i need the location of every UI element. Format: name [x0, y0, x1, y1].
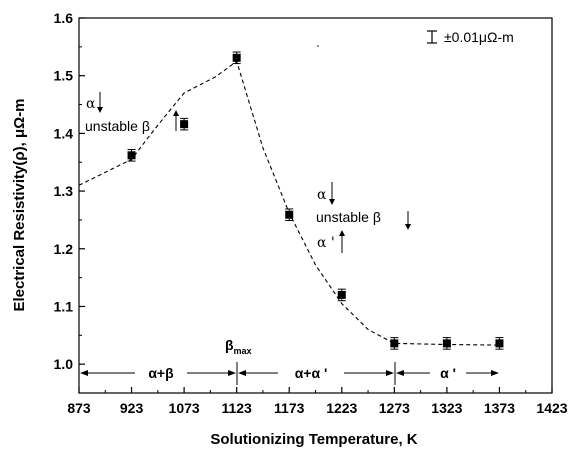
legend: ±0.01μΩ-m [427, 29, 514, 45]
fit-curve [78, 60, 500, 346]
y-tick-label: 1.6 [54, 10, 74, 26]
x-axis-ticks: 873 923 1073 1123 1173 1223 1273 1323 1373 1423 [67, 387, 568, 416]
annotation-alpha: α [86, 96, 96, 112]
y-tick-label: 1.0 [54, 356, 74, 372]
plot-frame [78, 17, 553, 394]
annotation-right: α unstable β α ' [316, 182, 411, 253]
x-tick-label: 923 [120, 400, 144, 416]
data-point [337, 290, 346, 299]
data-point [232, 53, 241, 62]
annotation-alpha-prime: α ' [317, 235, 335, 251]
data-points [127, 51, 504, 350]
annotation-left: α unstable β [85, 92, 179, 134]
x-tick-label: 1373 [484, 400, 515, 416]
y-tick-label: 1.1 [54, 298, 74, 314]
x-tick-label: 1123 [221, 400, 252, 416]
x-tick-label: 873 [67, 400, 91, 416]
y-tick-label: 1.3 [54, 183, 74, 199]
data-point [390, 339, 399, 348]
data-point [442, 339, 451, 348]
region-alpha-alphaprime: α+α ' [295, 365, 328, 381]
data-point [180, 120, 189, 129]
y-axis-ticks: 1.0 1.1 1.2 1.3 1.4 1.5 1.6 [54, 10, 85, 372]
x-tick-label: 1173 [274, 400, 305, 416]
x-tick-label: 1073 [169, 400, 200, 416]
legend-label: ±0.01μΩ-m [444, 29, 514, 45]
y-tick-label: 1.5 [54, 68, 74, 84]
y-axis-title: Electrical Resistivity(ρ), μΩ-m [11, 98, 28, 311]
annotation-alpha-2: α [317, 187, 327, 203]
x-tick-label: 1223 [326, 400, 357, 416]
y-tick-label: 1.2 [54, 241, 74, 257]
data-point [495, 339, 504, 348]
x-tick-label: 1323 [431, 400, 462, 416]
beta-max-label: βmax [225, 337, 252, 356]
x-axis-title: Solutionizing Temperature, K [210, 431, 417, 448]
region-alpha-beta: α+β [148, 365, 174, 381]
data-point [285, 210, 294, 219]
x-tick-label: 1423 [536, 400, 567, 416]
annotation-unstable-beta-2: unstable β [316, 209, 381, 225]
x-tick-label: 1273 [379, 400, 410, 416]
region-alphaprime: α ' [440, 365, 456, 381]
annotation-unstable-beta: unstable β [85, 118, 150, 134]
y-tick-label: 1.4 [54, 125, 74, 141]
data-point [127, 151, 136, 160]
phase-regions: α+β α+α ' α ' [80, 362, 499, 385]
